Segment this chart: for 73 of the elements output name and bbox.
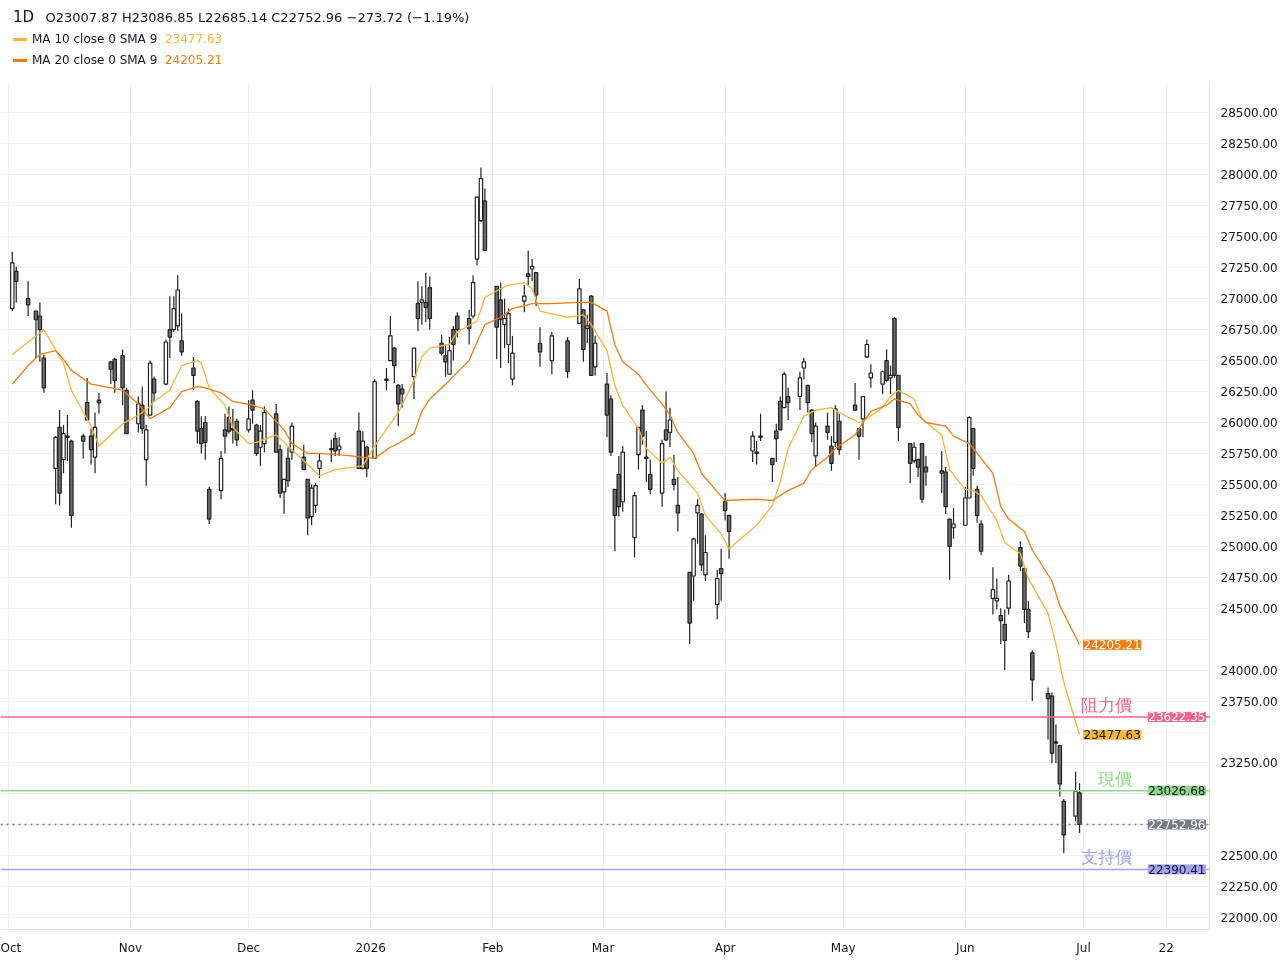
chart-subtitle: O23007.87 H23086.85 L22685.14 C22752.96 −273.72 (−1.19%) (45, 10, 470, 25)
x-tick-label: Apr (714, 940, 736, 955)
candlestick (203, 415, 208, 461)
candlestick (525, 249, 531, 286)
y-tick-label: 26750.00 (1220, 323, 1278, 338)
candlestick (868, 363, 874, 389)
text: 23477.63 (164, 32, 223, 47)
y-tick-label: 22000.00 (1220, 911, 1278, 926)
x-tick-label: Nov (118, 940, 143, 955)
candlestick (384, 367, 389, 391)
y-tick-label: 28250.00 (1220, 137, 1278, 152)
candlestick (317, 452, 322, 479)
candlestick (80, 433, 86, 459)
candlestick (88, 428, 94, 466)
candlestick (336, 436, 342, 457)
x-tick-label: Feb (482, 940, 504, 955)
ref-line-label: 阻力價 (1080, 694, 1132, 715)
line-series (11, 301, 1081, 646)
y-tick-label: 25000.00 (1220, 539, 1278, 554)
x-tick-label: Dec (236, 940, 261, 955)
y-tick-label: 27500.00 (1220, 230, 1278, 245)
y-tick-label: 25750.00 (1220, 446, 1278, 461)
ref-line-label: 支持價 (1080, 847, 1132, 868)
annotation: 22752.96 (1148, 818, 1206, 833)
x-tick-label: Oct (0, 940, 22, 955)
candlestick (112, 357, 117, 394)
candlestick (990, 566, 996, 615)
candlestick (191, 356, 196, 391)
y-tick-label: 27000.00 (1220, 292, 1278, 307)
candlestick (399, 383, 405, 409)
data-label: 23477.63 (1083, 728, 1141, 743)
candlestick (25, 280, 31, 317)
ref-line-label: 現價 (1097, 768, 1132, 789)
y-tick-label: 24750.00 (1220, 570, 1278, 585)
candlestick (1002, 608, 1007, 671)
y-tick-label: 26500.00 (1220, 354, 1278, 369)
y-tick-label: 22250.00 (1220, 880, 1278, 895)
y-tick-label: 23250.00 (1220, 756, 1278, 771)
y-tick-label: 27750.00 (1220, 199, 1278, 214)
y-tick-label: 22500.00 (1220, 849, 1278, 864)
y-tick-label: 28000.00 (1220, 168, 1278, 183)
x-tick-label: Jun (954, 940, 975, 955)
x-tick-label: 22 (1158, 940, 1174, 955)
x-tick-label: Mar (591, 940, 615, 955)
x-tick-label: 2026 (355, 940, 386, 955)
annotation: 23026.68 (1148, 784, 1206, 799)
candlestick (537, 326, 543, 368)
y-tick-label: 24000.00 (1220, 663, 1278, 678)
y-tick-label: 26250.00 (1220, 385, 1278, 400)
candlestick (395, 383, 401, 427)
chart-title: 1D (13, 8, 35, 26)
y-tick-label: 26000.00 (1220, 416, 1278, 430)
candlestick (758, 413, 763, 442)
candlestick (301, 444, 307, 471)
x-tick-label: Jul (1075, 940, 1091, 955)
annotation: 23622.35 (1148, 710, 1206, 725)
candlestick (750, 430, 755, 463)
x-tick-label: May (830, 940, 856, 955)
legend-label: MA 20 close 0 SMA 9 (32, 52, 158, 67)
legend-label: MA 10 close 0 SMA 9 (32, 32, 158, 47)
candlestick (522, 284, 527, 313)
y-tick-label: 25250.00 (1220, 508, 1278, 523)
candlestick (675, 476, 681, 533)
candlestick (825, 412, 830, 441)
y-tick-label: 24500.00 (1220, 601, 1278, 616)
y-tick-label: 25500.00 (1220, 477, 1278, 492)
annotation: 22390.41 (1148, 862, 1206, 877)
y-tick-label: 23750.00 (1220, 694, 1278, 709)
data-label: 24205.21 (1083, 638, 1141, 653)
y-tick-label: 28500.00 (1220, 106, 1278, 121)
candlestick (907, 442, 913, 484)
y-tick-label: 27250.00 (1220, 261, 1278, 276)
text: 24205.21 (164, 52, 223, 67)
